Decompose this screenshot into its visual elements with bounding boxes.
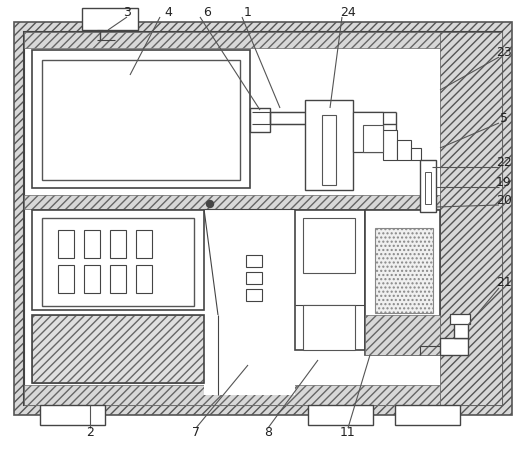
Bar (395, 405, 460, 425)
Bar (24, 32, 502, 48)
Bar (397, 140, 411, 160)
Bar (383, 130, 397, 160)
Bar (303, 305, 355, 350)
Bar (40, 405, 105, 425)
Bar (32, 210, 204, 310)
Bar (246, 255, 262, 267)
Text: 2: 2 (86, 426, 94, 440)
Bar (450, 314, 470, 324)
Bar (58, 230, 74, 258)
Text: 6: 6 (203, 5, 211, 19)
Bar (363, 125, 383, 152)
Bar (110, 265, 126, 293)
Text: 22: 22 (496, 156, 512, 168)
Text: 24: 24 (340, 5, 356, 19)
Text: 3: 3 (123, 5, 131, 19)
Bar (303, 218, 355, 273)
Bar (42, 218, 194, 306)
Text: 21: 21 (496, 277, 512, 289)
Bar (353, 112, 383, 152)
Bar (110, 230, 126, 258)
Bar (84, 230, 100, 258)
Bar (365, 210, 440, 355)
Text: 11: 11 (340, 426, 356, 440)
Text: 1: 1 (244, 5, 252, 19)
Bar (24, 32, 502, 405)
Bar (425, 172, 431, 204)
Text: 20: 20 (496, 193, 512, 207)
Bar (295, 210, 365, 350)
Bar (246, 272, 262, 284)
Bar (308, 405, 373, 425)
Bar (82, 8, 138, 30)
Bar (32, 315, 204, 383)
Text: 4: 4 (164, 5, 172, 19)
Bar (375, 228, 433, 313)
Bar (440, 32, 502, 405)
Bar (411, 148, 421, 160)
Bar (365, 315, 440, 355)
Text: 19: 19 (496, 176, 512, 188)
Text: 5: 5 (500, 111, 508, 125)
Bar (246, 289, 262, 301)
Bar (24, 195, 440, 209)
Bar (420, 160, 436, 212)
Bar (32, 315, 204, 383)
Bar (84, 265, 100, 293)
Circle shape (207, 201, 214, 207)
Bar (454, 322, 468, 338)
Bar (58, 265, 74, 293)
Text: 7: 7 (192, 426, 200, 440)
Bar (24, 385, 440, 405)
Bar (305, 100, 353, 190)
Text: 23: 23 (496, 46, 512, 59)
Text: 8: 8 (264, 426, 272, 440)
Bar (250, 108, 270, 132)
Bar (14, 22, 512, 415)
Bar (440, 338, 468, 355)
Bar (322, 115, 336, 185)
Bar (136, 230, 152, 258)
Bar (32, 50, 250, 188)
Bar (42, 60, 240, 180)
Polygon shape (204, 209, 295, 395)
Bar (136, 265, 152, 293)
